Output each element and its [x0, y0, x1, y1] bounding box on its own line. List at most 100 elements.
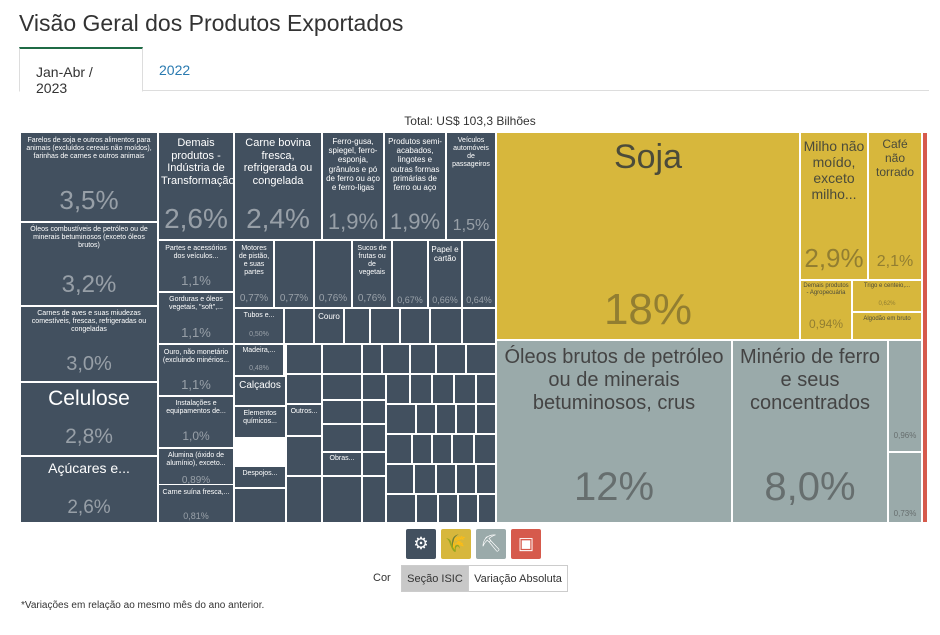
treemap-tile[interactable]: Instalações e equipamentos de... 1,0% [158, 396, 234, 448]
treemap-tile[interactable] [452, 434, 474, 464]
treemap-tile[interactable]: Farelos de soja e outros alimentos para … [20, 132, 158, 222]
treemap-tile[interactable] [286, 344, 322, 374]
treemap-tile[interactable]: Trigo e centeio,... 0,62% [852, 280, 922, 312]
treemap-tile[interactable]: 0,96% [888, 340, 922, 452]
treemap-tile[interactable]: Açúcares e... 2,6% [20, 456, 158, 523]
color-absolute-variation-button[interactable]: Variação Absoluta [468, 565, 568, 592]
treemap-tile[interactable]: Ouro, não monetário (excluindo minérios.… [158, 344, 234, 396]
treemap-tile[interactable]: Carne suína fresca,... 0,81% [158, 484, 234, 523]
treemap-tile[interactable] [322, 344, 362, 374]
treemap-tile[interactable]: Carne bovina fresca, refrigerada ou cong… [234, 132, 322, 240]
treemap-tile[interactable] [416, 404, 436, 434]
treemap-tile[interactable] [386, 404, 416, 434]
treemap-tile[interactable] [412, 434, 432, 464]
treemap-tile[interactable]: Despojos... [234, 466, 286, 488]
color-section-isic-button[interactable]: Seção ISIC [401, 565, 469, 592]
treemap-tile[interactable]: Soja 18% [496, 132, 800, 340]
other-box-icon[interactable]: ▣ [511, 529, 541, 559]
treemap-tile[interactable] [370, 308, 400, 344]
treemap-tile[interactable]: Madeira,... 0,48% [234, 344, 284, 376]
treemap-tile[interactable]: Outros... [286, 404, 322, 436]
treemap-tile[interactable]: Café não torrado 2,1% [868, 132, 922, 280]
treemap-tile[interactable] [382, 344, 410, 374]
treemap-tile[interactable] [474, 434, 496, 464]
treemap-tile[interactable] [386, 374, 410, 404]
treemap-tile[interactable] [362, 476, 386, 523]
treemap-tile[interactable] [286, 476, 322, 523]
mining-pickaxe-icon[interactable]: ⛏ [476, 529, 506, 559]
industry-gears-icon[interactable]: ⚙ [406, 529, 436, 559]
treemap-tile[interactable] [410, 344, 436, 374]
treemap-tile[interactable] [362, 424, 386, 452]
treemap-tile[interactable]: 0,77% [274, 240, 314, 308]
tab-2022[interactable]: 2022 [159, 62, 191, 78]
treemap-tile[interactable]: Sucos de frutas ou de vegetais 0,76% [352, 240, 392, 308]
agriculture-wheat-icon[interactable]: 🌾 [441, 529, 471, 559]
treemap-tile[interactable] [416, 494, 438, 523]
treemap-tile[interactable] [458, 494, 478, 523]
treemap-tile[interactable] [286, 374, 322, 404]
treemap-tile[interactable] [234, 488, 286, 523]
treemap-tile[interactable] [322, 424, 362, 452]
treemap-tile[interactable]: Algodão em bruto [852, 312, 922, 340]
treemap-tile[interactable]: Minério de ferro e seus concentrados 8,0% [732, 340, 888, 523]
treemap-tile[interactable]: Calçados [234, 376, 286, 406]
treemap-tile[interactable] [476, 374, 496, 404]
treemap-tile[interactable] [362, 452, 386, 476]
treemap-tile[interactable] [430, 308, 462, 344]
treemap-tile[interactable]: 0,76% [314, 240, 352, 308]
treemap-tile[interactable]: Óleos brutos de petróleo ou de minerais … [496, 340, 732, 523]
treemap-tile[interactable] [386, 494, 416, 523]
treemap-tile[interactable] [432, 434, 452, 464]
treemap-tile[interactable] [476, 404, 496, 434]
treemap-tile[interactable] [410, 374, 432, 404]
treemap-tile[interactable]: Produtos semi-acabados, lingotes e outra… [384, 132, 446, 240]
treemap-tile[interactable] [438, 494, 458, 523]
treemap-tile[interactable]: Couro [314, 308, 344, 344]
treemap-tile[interactable]: Ferro-gusa, spiegel, ferro-esponja, grân… [322, 132, 384, 240]
treemap-tile[interactable] [476, 464, 496, 494]
treemap-tile[interactable] [362, 344, 382, 374]
treemap-tile[interactable] [386, 434, 412, 464]
treemap-tile[interactable] [322, 476, 362, 523]
treemap-tile[interactable] [322, 400, 362, 424]
treemap-tile[interactable]: Motores de pistão, e suas partes 0,77% [234, 240, 274, 308]
treemap-tile[interactable]: Demais produtos - Indústria de Transform… [158, 132, 234, 240]
treemap-tile[interactable] [414, 464, 436, 494]
treemap-tile[interactable]: Milho não moído, exceto milho... 2,9% [800, 132, 868, 280]
treemap-tile[interactable]: Partes e acessórios dos veículos... 1,1% [158, 240, 234, 292]
treemap-tile[interactable]: Veículos automóveis de passageiros 1,5% [446, 132, 496, 240]
treemap-tile[interactable]: Elementos químicos... [234, 406, 286, 438]
treemap-tile[interactable] [456, 464, 476, 494]
treemap-tile[interactable] [432, 374, 454, 404]
treemap-tile[interactable] [462, 308, 496, 344]
treemap-tile[interactable]: Óleos combustíveis de petróleo ou de min… [20, 222, 158, 306]
treemap-tile[interactable] [386, 464, 414, 494]
treemap-tile[interactable] [454, 374, 476, 404]
treemap-tile[interactable]: 0,67% [392, 240, 428, 308]
treemap-tile[interactable] [344, 308, 370, 344]
treemap-tile[interactable] [436, 404, 456, 434]
treemap-tile[interactable]: 0,64% [462, 240, 496, 308]
treemap-tile[interactable]: Demais produtos - Agropecuária 0,94% [800, 280, 852, 340]
treemap-tile[interactable]: 0,73% [888, 452, 922, 523]
treemap-tile[interactable]: Papel e cartão 0,66% [428, 240, 462, 308]
treemap-tile[interactable]: Obras... [322, 452, 362, 476]
treemap-tile[interactable] [466, 344, 496, 374]
treemap-tile[interactable]: Tubos e... 0,50% [234, 308, 284, 344]
treemap-tile[interactable] [284, 308, 314, 344]
treemap-tile[interactable] [478, 494, 496, 523]
treemap-tile[interactable] [286, 436, 322, 476]
tab-jan-abr-2023[interactable]: Jan-Abr / 2023 [19, 47, 143, 96]
treemap-tile[interactable] [400, 308, 430, 344]
treemap-tile[interactable]: Gorduras e óleos vegetais, "soft",... 1,1… [158, 292, 234, 344]
treemap-tile[interactable] [922, 132, 928, 523]
treemap-tile[interactable] [322, 374, 362, 400]
treemap-tile[interactable] [362, 400, 386, 424]
treemap-tile[interactable]: Celulose 2,8% [20, 382, 158, 456]
treemap-tile[interactable] [436, 464, 456, 494]
treemap-tile[interactable] [456, 404, 476, 434]
treemap-tile[interactable] [436, 344, 466, 374]
treemap-tile[interactable] [362, 374, 386, 400]
treemap-tile[interactable]: Carnes de aves e suas miudezas comestíve… [20, 306, 158, 382]
